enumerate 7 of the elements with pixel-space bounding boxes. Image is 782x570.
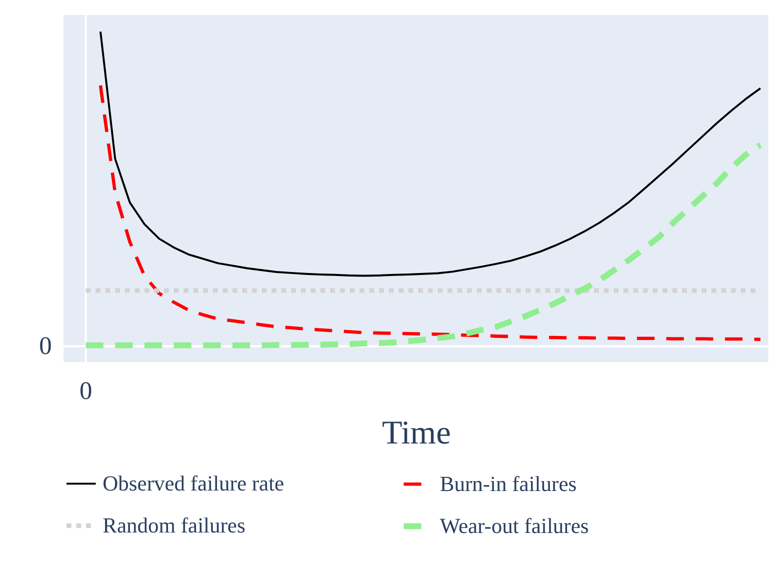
legend-label: Burn-in failures (440, 472, 577, 496)
legend-label: Observed failure rate (102, 472, 284, 496)
text: 0 (39, 332, 52, 360)
legend-label: Wear-out failures (440, 514, 589, 538)
x-axis-title: Time (382, 414, 451, 452)
text: 0 (79, 377, 92, 406)
legend-label: Random failures (102, 514, 246, 538)
